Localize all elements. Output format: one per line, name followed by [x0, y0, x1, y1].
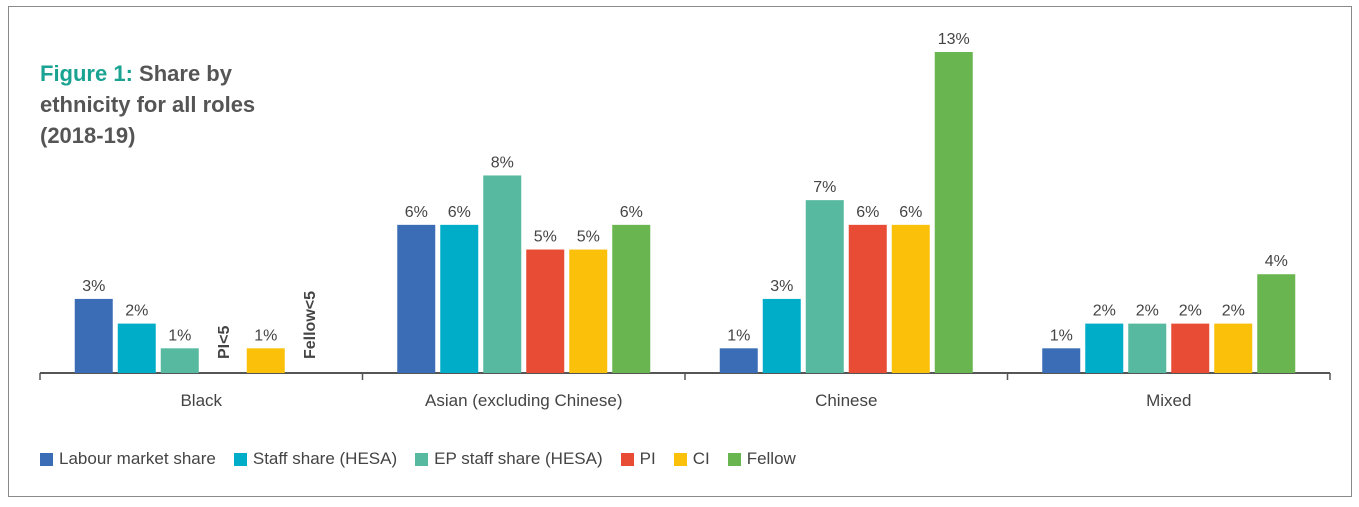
data-label: 2% — [1093, 303, 1116, 320]
legend-swatch — [673, 452, 687, 466]
data-label: 13% — [938, 31, 970, 48]
suppressed-label: Fellow<5 — [302, 291, 319, 359]
bar — [1171, 323, 1210, 373]
legend-item: Staff share (HESA) — [233, 449, 398, 469]
data-label: 8% — [491, 154, 514, 171]
legend-item: EP staff share (HESA) — [415, 449, 603, 469]
data-label: 1% — [254, 327, 277, 344]
bar — [762, 298, 801, 373]
legend-swatch — [620, 452, 634, 466]
legend-label: CI — [692, 449, 710, 468]
data-label: 6% — [620, 204, 643, 221]
data-label: 4% — [1265, 253, 1288, 270]
bar — [569, 249, 608, 373]
data-label: 2% — [125, 303, 148, 320]
data-label: 2% — [1179, 303, 1202, 320]
bar — [1257, 274, 1296, 373]
category-label: Asian (excluding Chinese) — [425, 391, 623, 410]
legend-label: Fellow — [746, 449, 796, 468]
category-label: Black — [180, 391, 222, 410]
chart-title: Figure 1: Share by ethnicity for all rol… — [40, 58, 300, 151]
bar — [440, 224, 479, 373]
data-label: 1% — [168, 327, 191, 344]
category-label: Mixed — [1146, 391, 1191, 410]
legend-swatch — [415, 452, 429, 466]
legend-label: Labour market share — [59, 449, 216, 468]
bar — [1214, 323, 1253, 373]
bar — [397, 224, 436, 373]
bar — [719, 348, 758, 373]
legend-item: Labour market share — [40, 449, 216, 469]
legend-item: CI — [673, 449, 710, 469]
figure-title-text: Share by ethnicity for all roles (2018-1… — [40, 61, 256, 148]
data-label: 1% — [1050, 327, 1073, 344]
bar — [1128, 323, 1167, 373]
suppressed-label: PI<5 — [216, 326, 233, 359]
data-label: 6% — [405, 204, 428, 221]
bar — [612, 224, 651, 373]
data-label: 2% — [1136, 303, 1159, 320]
bar — [246, 348, 285, 373]
bar — [483, 175, 522, 373]
data-label: 5% — [577, 229, 600, 246]
legend-swatch — [233, 452, 247, 466]
legend-label: PI — [639, 449, 656, 468]
legend-swatch — [727, 452, 741, 466]
bar — [1085, 323, 1124, 373]
legend-label: Staff share (HESA) — [252, 449, 398, 468]
chart-legend: Labour market share Staff share (HESA) EP … — [40, 449, 814, 469]
data-label: 7% — [813, 179, 836, 196]
data-label: 1% — [727, 327, 750, 344]
data-label: 3% — [82, 278, 105, 295]
data-label: 3% — [770, 278, 793, 295]
legend-item: PI — [620, 449, 656, 469]
bar — [891, 224, 930, 373]
bar — [526, 249, 565, 373]
bar — [805, 200, 844, 373]
bar — [117, 323, 156, 373]
bar — [74, 298, 113, 373]
bar — [160, 348, 199, 373]
data-label: 5% — [534, 229, 557, 246]
legend-item: Fellow — [727, 449, 796, 469]
data-label: 6% — [899, 204, 922, 221]
data-label: 6% — [448, 204, 471, 221]
chart-frame — [8, 6, 1352, 497]
bar — [934, 52, 973, 373]
category-label: Chinese — [815, 391, 877, 410]
data-label: 2% — [1222, 303, 1245, 320]
bar — [1042, 348, 1081, 373]
legend-label: EP staff share (HESA) — [434, 449, 603, 468]
data-label: 6% — [856, 204, 879, 221]
legend-swatch — [40, 452, 53, 466]
bar — [848, 224, 887, 373]
figure-label: Figure 1: — [40, 61, 133, 86]
